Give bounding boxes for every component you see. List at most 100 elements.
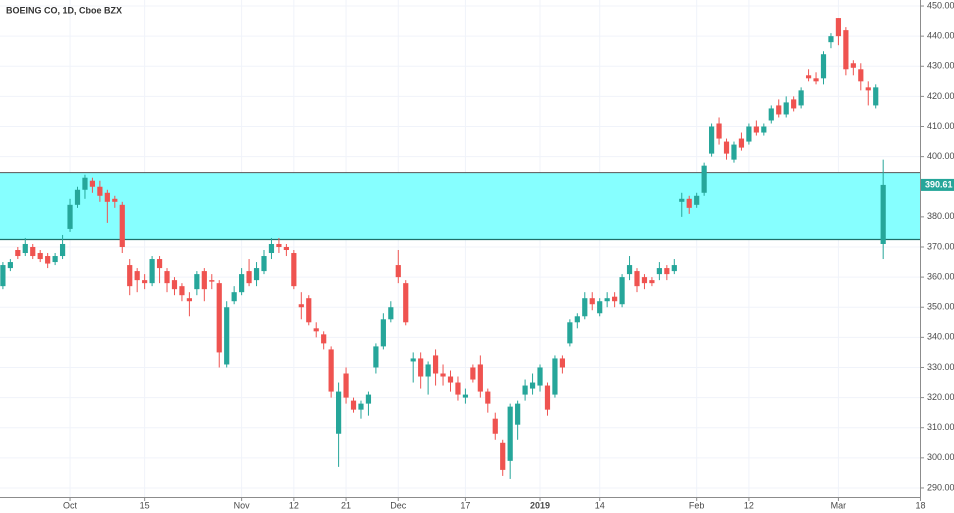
candle-body [410, 358, 416, 362]
x-tick-label: Dec [390, 500, 407, 510]
x-tick-label: Oct [63, 500, 78, 510]
candle-body [761, 126, 767, 133]
candle-body [149, 259, 155, 284]
y-tick-label: 350.00 [927, 302, 954, 312]
candle-body [156, 259, 163, 269]
zone [0, 172, 920, 241]
last-price-label: 390.61 [925, 179, 953, 189]
candle-body [418, 358, 424, 377]
candle-body [261, 256, 267, 272]
candle-body [828, 36, 834, 43]
candle-body [522, 385, 528, 395]
candle-body [171, 280, 178, 290]
x-tick-label: 15 [140, 500, 150, 510]
x-tick-label: 21 [341, 500, 351, 510]
candle-body [365, 394, 372, 404]
candle-body [492, 418, 498, 434]
candle-body [507, 406, 513, 461]
y-tick-label: 370.00 [927, 241, 954, 251]
candle-body [850, 63, 856, 68]
candle-body [388, 307, 394, 320]
x-tick-label: 17 [460, 500, 470, 510]
candle-body [328, 349, 334, 392]
candle-body [440, 373, 446, 377]
candle-body [612, 296, 618, 302]
candle-body [738, 138, 745, 148]
candle-body [380, 319, 386, 347]
candle-body [619, 277, 625, 305]
candle-body [709, 126, 715, 154]
candle-body [127, 265, 133, 287]
candle-body [477, 364, 483, 392]
candle-body [656, 268, 662, 275]
candle-body [201, 271, 207, 290]
candle-body [664, 268, 670, 275]
candle-body [395, 265, 401, 278]
candle-body [559, 358, 565, 368]
candle-body [22, 243, 28, 254]
candle-body [283, 246, 289, 251]
y-tick-label: 290.00 [927, 482, 954, 492]
candle-body [336, 391, 342, 434]
x-tick-label: 2019 [530, 500, 550, 510]
candle-body [753, 126, 759, 133]
candle-body [268, 243, 275, 254]
candle-body [37, 253, 43, 260]
candle-body [746, 126, 752, 142]
y-tick-label: 420.00 [927, 91, 954, 101]
candle-body [701, 165, 707, 193]
candle-body [813, 78, 819, 82]
candle-body [306, 298, 312, 323]
candle-body [589, 298, 595, 305]
candle-body [239, 274, 245, 293]
candle-body [783, 102, 789, 115]
candle-body [194, 274, 200, 290]
candle-body [224, 307, 230, 365]
candle-body [671, 265, 677, 272]
y-tick-label: 430.00 [927, 61, 954, 71]
y-tick-label: 330.00 [927, 362, 954, 372]
chart-title: BOEING CO, 1D, Cboe BZX [6, 5, 122, 15]
candle-body [500, 442, 506, 470]
y-tick-label: 410.00 [927, 121, 954, 131]
candle-body [798, 90, 804, 106]
x-tick-label: 12 [744, 500, 754, 510]
candle-body [209, 280, 215, 282]
candle-body [373, 346, 379, 368]
candle-body [119, 204, 125, 247]
y-tick-label: 440.00 [927, 31, 954, 41]
candle-body [358, 403, 364, 410]
candle-body [462, 394, 469, 398]
candle-body [515, 403, 521, 425]
candle-body [485, 391, 491, 404]
candle-body [604, 298, 610, 302]
x-tick-label: Feb [689, 500, 705, 510]
zone-band [0, 172, 920, 240]
candle-body [30, 246, 36, 257]
candle-body [626, 265, 633, 275]
x-tick-label: 14 [595, 500, 605, 510]
candle-body [231, 292, 237, 302]
candle-body [186, 298, 192, 302]
candle-body [89, 180, 96, 187]
candle-body [843, 30, 849, 70]
candle-body [880, 184, 886, 244]
candle-body [253, 268, 260, 281]
candle-body [716, 123, 722, 139]
candle-body [865, 87, 871, 91]
y-tick-label: 450.00 [927, 0, 954, 10]
axes: 290.00 300.00 310.00 320.00 330.00 340.00 350.… [63, 0, 954, 510]
candle-body [164, 271, 170, 284]
y-tick-label: 320.00 [927, 392, 954, 402]
candle-body [104, 192, 110, 202]
candle-body [776, 105, 782, 115]
candle-body [432, 355, 439, 374]
candle-body [873, 87, 879, 106]
candle-body [567, 322, 573, 344]
candle-body [0, 265, 6, 287]
candle-body [45, 256, 51, 264]
x-tick-label: Mar [831, 500, 847, 510]
y-tick-label: 300.00 [927, 452, 954, 462]
candle-body [447, 376, 454, 383]
